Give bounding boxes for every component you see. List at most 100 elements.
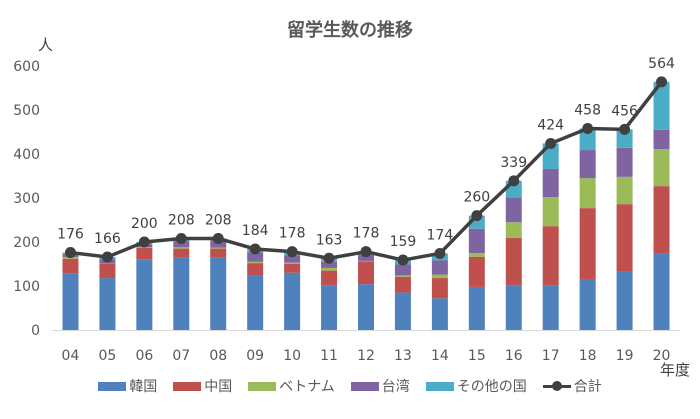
bar-segment — [431, 278, 448, 299]
y-tick-label: 100 — [13, 279, 40, 295]
bar-segment — [616, 204, 633, 272]
bar-segment — [468, 228, 485, 253]
bar-segment — [210, 248, 227, 258]
bar-segment — [653, 81, 670, 130]
legend-swatch — [98, 381, 127, 391]
bar-segment — [468, 286, 485, 330]
bar-segment — [210, 247, 227, 249]
legend-label: 中国 — [204, 379, 233, 395]
bar-segment — [505, 285, 522, 330]
bar-segment — [394, 292, 411, 330]
chart-title: 留学生数の推移 — [287, 20, 413, 41]
legend-label: 韓国 — [129, 379, 158, 395]
bar-segment — [468, 256, 485, 287]
total-data-label: 200 — [131, 216, 158, 232]
total-marker — [360, 246, 372, 258]
total-marker — [212, 232, 224, 244]
y-tick-label: 600 — [13, 59, 40, 75]
total-marker — [582, 122, 594, 134]
legend-label: その他の国 — [456, 379, 527, 395]
bar-segment — [542, 226, 559, 286]
total-marker — [175, 232, 187, 244]
legend-swatch — [350, 381, 379, 391]
y-tick-label: 300 — [13, 191, 40, 207]
total-data-label: 176 — [57, 227, 84, 243]
x-tick-label: 16 — [505, 348, 523, 364]
legend-item: その他の国 — [425, 376, 527, 396]
total-marker — [138, 236, 150, 248]
bar-segment — [136, 247, 153, 260]
legend-label: 合計 — [573, 379, 602, 395]
bar-segment — [579, 178, 596, 209]
bar-segment — [431, 260, 448, 275]
bar-segment — [173, 247, 190, 249]
bar-segment — [431, 298, 448, 330]
legend-item: 合計 — [542, 376, 602, 396]
total-marker — [286, 246, 298, 258]
bar-segment — [321, 267, 338, 271]
x-tick-label: 07 — [172, 348, 190, 364]
bar-segment — [321, 285, 338, 330]
total-marker — [249, 243, 261, 255]
bar-segment — [579, 128, 596, 151]
total-marker — [619, 123, 631, 135]
legend-item: 中国 — [173, 376, 232, 396]
bar-segment — [247, 275, 264, 330]
total-data-label: 458 — [574, 102, 601, 118]
total-marker — [545, 137, 557, 149]
legend-item: 韓国 — [98, 376, 157, 396]
x-tick-label: 15 — [468, 348, 486, 364]
bar-segment — [136, 259, 153, 330]
x-tick-label: 05 — [98, 348, 116, 364]
bar-segment — [653, 253, 670, 330]
x-tick-label: 12 — [357, 348, 375, 364]
bar-segment — [616, 129, 633, 148]
legend-label: ベトナム — [279, 379, 335, 395]
y-axis-unit-label: 人 — [38, 36, 53, 54]
bar-segment — [616, 147, 633, 177]
total-data-label: 208 — [168, 212, 195, 228]
x-tick-label: 09 — [246, 348, 264, 364]
bar-segment — [394, 264, 411, 276]
legend-swatch — [542, 381, 571, 391]
bar-segment — [431, 274, 448, 279]
total-marker — [323, 252, 335, 264]
bar-segment — [62, 273, 79, 330]
bar-segment — [505, 198, 522, 223]
legend-swatch — [248, 381, 277, 391]
total-data-label: 163 — [316, 232, 343, 248]
total-marker — [64, 247, 76, 259]
total-data-label: 260 — [463, 190, 490, 206]
x-tick-label: 17 — [542, 348, 560, 364]
bar-segment — [321, 270, 338, 286]
bar-segment — [505, 238, 522, 286]
bar-segment — [210, 240, 227, 248]
total-marker — [101, 251, 113, 263]
legend-swatch — [173, 381, 202, 391]
bar-segment — [99, 278, 116, 330]
total-data-label: 178 — [279, 226, 306, 242]
x-tick-label: 04 — [62, 348, 80, 364]
total-data-label: 184 — [242, 223, 269, 239]
bar-segment — [394, 275, 411, 277]
y-tick-label: 200 — [13, 235, 40, 251]
bar-segment — [173, 257, 190, 330]
legend-swatch — [425, 381, 454, 391]
legend: 韓国 中国 ベトナム 台湾 その他の国 合計 — [0, 376, 700, 396]
x-tick-label: 06 — [135, 348, 153, 364]
bar-segment — [505, 222, 522, 239]
legend-item: 台湾 — [350, 376, 410, 396]
total-data-label: 339 — [500, 155, 527, 171]
x-tick-label: 11 — [320, 348, 338, 364]
bar-segment — [284, 262, 301, 264]
bar-segment — [579, 208, 596, 279]
bar-segment — [468, 253, 485, 257]
x-tick-label: 10 — [283, 348, 301, 364]
total-data-label: 456 — [611, 103, 638, 119]
total-marker — [434, 247, 446, 259]
bar-segment — [173, 248, 190, 258]
legend-label: 台湾 — [381, 379, 410, 395]
total-data-label: 159 — [390, 234, 417, 250]
legend-item: ベトナム — [248, 376, 335, 396]
